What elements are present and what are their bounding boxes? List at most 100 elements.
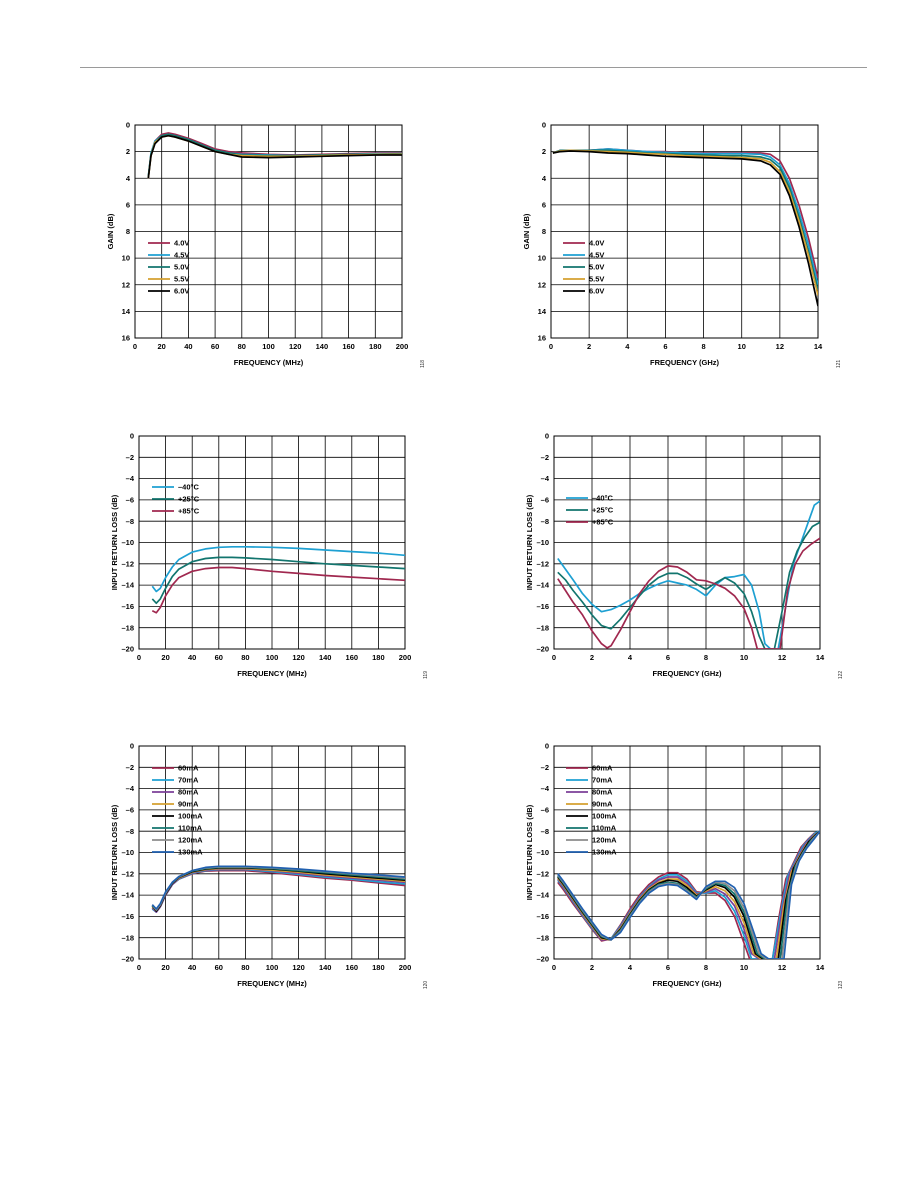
x-tick-label: 12 [778,653,786,662]
x-axis-label: FREQUENCY (MHz) [234,358,304,367]
y-axis-label: GAIN (dB) [106,213,115,249]
plot-frame [553,745,821,960]
y-tick-label: –8 [126,517,134,526]
legend: 4.0V 4.5V 5.0V 5.5V 6.0V [563,239,604,296]
legend-label: 100mA [178,812,203,821]
figure-code: 123 [838,981,844,990]
x-tick-label: 80 [241,653,249,662]
series-line-5.5V [552,149,818,296]
figure-code: 118 [420,360,426,368]
series-group [552,148,818,307]
legend-label: 130mA [178,848,203,857]
series-line-70mA [151,868,405,913]
x-tick-label: 40 [184,342,192,351]
y-tick-label: –18 [121,623,134,632]
y-tick-label: –8 [541,517,549,526]
y-tick-label: –12 [536,869,549,878]
series-line-60mA [151,869,405,912]
legend-label: 5.0V [174,263,189,272]
x-tick-label: 200 [399,653,412,662]
y-tick-label: –10 [121,848,134,857]
legend-label: 110mA [178,824,203,833]
y-tick-label: –6 [126,496,134,505]
legend-label: 110mA [592,824,617,833]
series-group [557,500,820,649]
legend-label: 6.0V [174,287,189,296]
legend: 4.0V 4.5V 5.0V 5.5V 6.0V [148,239,189,296]
series-line-+25°C [151,556,405,605]
figure-code: 119 [423,671,429,679]
legend-label: +85°C [178,507,200,516]
series-line-4.5V [147,133,402,177]
x-tick-label: 14 [816,963,825,972]
x-axis-label: FREQUENCY (MHz) [237,979,307,988]
series-line-+25°C [557,521,820,649]
y-tick-label: –20 [536,955,549,964]
legend: 60mA 70mA 80mA 90mA 100mA 110mA 120mA 130mA [152,764,203,857]
x-tick-label: 180 [372,963,385,972]
plot-area: 0 20 40 60 80 100 120 140 160 180 2001614121086420… [106,121,426,368]
x-tick-label: 2 [587,342,591,351]
y-tick-label: –12 [536,559,549,568]
x-tick-label: 160 [346,963,359,972]
y-tick-label: –14 [536,891,549,900]
legend-label: 90mA [178,800,199,809]
series-line-+85°C [151,566,405,614]
legend: –40°C +25°C +85°C [566,494,614,527]
legend-label: 4.5V [589,251,604,260]
y-tick-label: 2 [542,147,546,156]
x-tick-label: 80 [238,342,246,351]
x-tick-label: 200 [396,342,409,351]
x-tick-label: 2 [590,963,594,972]
series-line-120mA [151,866,405,911]
x-tick-label: 10 [740,963,748,972]
series-line-–40°C [557,500,820,649]
x-tick-label: 180 [369,342,382,351]
y-tick-label: –14 [121,581,134,590]
series-line-90mA [151,867,405,912]
y-tick-label: 12 [538,280,546,289]
x-axis-label: FREQUENCY (GHz) [652,669,722,678]
x-tick-label: 80 [241,963,249,972]
legend: 60mA 70mA 80mA 90mA 100mA 110mA 120mA 130mA [566,764,617,857]
legend: –40°C +25°C +85°C [152,483,200,516]
series-line-100mA [151,867,405,912]
series-line-4.0V [147,132,402,179]
legend-label: 4.5V [174,251,189,260]
x-tick-label: 100 [262,342,275,351]
x-tick-label: 10 [740,653,748,662]
x-tick-label: 8 [704,963,708,972]
y-tick-label: –20 [536,645,549,654]
x-tick-label: 4 [628,963,633,972]
x-tick-label: 6 [663,342,667,351]
legend-label: 130mA [592,848,617,857]
y-tick-label: 0 [545,432,549,441]
legend-label: 60mA [592,764,613,773]
y-tick-label: 0 [130,742,134,751]
x-tick-label: 4 [628,653,633,662]
y-tick-label: –6 [126,806,134,815]
y-tick-label: 10 [538,254,546,263]
y-tick-label: 0 [126,121,130,130]
x-tick-label: 60 [211,342,219,351]
y-tick-label: –20 [121,955,134,964]
x-tick-label: 6 [666,653,670,662]
y-tick-label: 4 [542,174,547,183]
plot-area: 0 2 4 6 8 10 12 14–20–18–16–14–12–10–8–6–4–20FR… [525,432,844,680]
figure-code: 122 [838,671,844,680]
x-tick-label: 180 [372,653,385,662]
y-tick-label: –16 [536,912,549,921]
legend-label: 6.0V [589,287,604,296]
legend-label: +25°C [592,506,614,515]
series-line-+85°C [557,537,820,649]
y-axis-label: INPUT RETURN LOSS (dB) [110,804,119,900]
legend-label: 100mA [592,812,617,821]
y-tick-label: –6 [541,496,549,505]
plot-area: 0 20 40 60 80 100 120 140 160 180 200–20–18–16–14–… [110,742,429,990]
x-tick-label: 60 [215,653,223,662]
series-line-5.0V [552,149,818,291]
x-tick-label: 14 [814,342,823,351]
legend-label: +25°C [178,495,200,504]
y-tick-label: 2 [126,147,130,156]
